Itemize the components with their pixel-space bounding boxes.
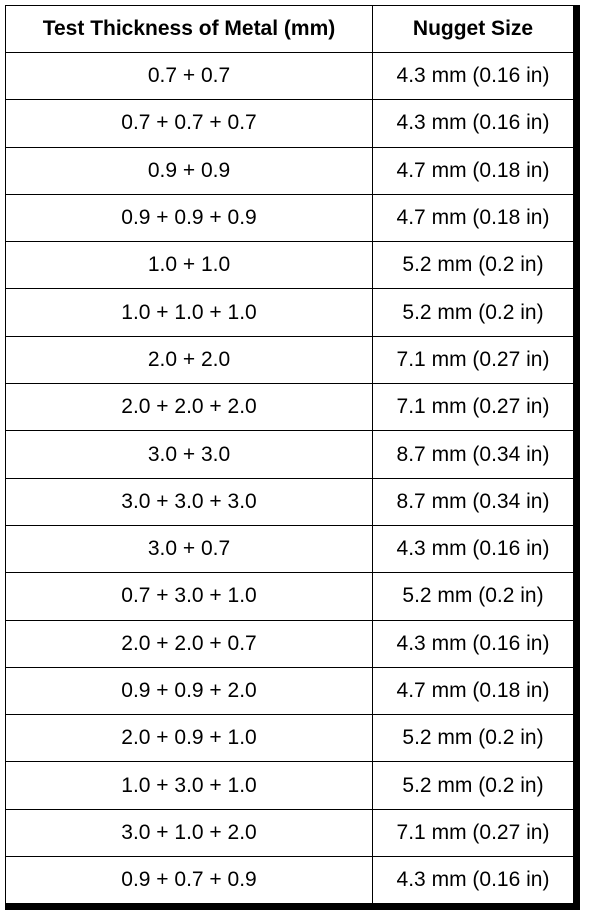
table-cell: 2.0 + 0.9 + 1.0 xyxy=(5,714,373,763)
table-cell: 5.2 mm (0.2 in) xyxy=(372,288,574,337)
table-cell: 2.0 + 2.0 xyxy=(5,335,373,385)
table-row: 1.0 + 1.0 + 1.0 5.2 mm (0.2 in) xyxy=(5,288,574,337)
table-cell: 0.7 + 0.7 xyxy=(5,51,373,101)
column-header: Nugget Size xyxy=(372,5,574,53)
table-row: 1.0 + 1.0 5.2 mm (0.2 in) xyxy=(5,241,574,290)
table-row: 0.9 + 0.7 + 0.9 4.3 mm (0.16 in) xyxy=(5,856,574,905)
table-row: 0.9 + 0.9 + 2.0 4.7 mm (0.18 in) xyxy=(5,666,574,716)
table-cell: 1.0 + 1.0 xyxy=(5,241,373,290)
table-cell: 4.7 mm (0.18 in) xyxy=(372,146,574,195)
table-cell: 7.1 mm (0.27 in) xyxy=(372,808,574,858)
table-row: 3.0 + 3.0 8.7 mm (0.34 in) xyxy=(5,430,574,479)
table-cell: 3.0 + 1.0 + 2.0 xyxy=(5,808,373,858)
table-row: 2.0 + 2.0 7.1 mm (0.27 in) xyxy=(5,335,574,385)
table-row: 3.0 + 3.0 + 3.0 8.7 mm (0.34 in) xyxy=(5,477,574,526)
table-cell: 3.0 + 3.0 xyxy=(5,430,373,479)
table-row: 3.0 + 0.7 4.3 mm (0.16 in) xyxy=(5,524,574,574)
table-cell: 0.9 + 0.9 xyxy=(5,146,373,195)
table-row: 3.0 + 1.0 + 2.0 7.1 mm (0.27 in) xyxy=(5,808,574,858)
table-cell: 2.0 + 2.0 + 2.0 xyxy=(5,383,373,432)
table-cell: 4.7 mm (0.18 in) xyxy=(372,666,574,716)
table-cell: 4.3 mm (0.16 in) xyxy=(372,619,574,668)
table-cell: 5.2 mm (0.2 in) xyxy=(372,241,574,290)
header-row: Test Thickness of Metal (mm) Nugget Size xyxy=(5,5,574,53)
table-cell: 0.9 + 0.9 + 0.9 xyxy=(5,193,373,243)
table-cell: 8.7 mm (0.34 in) xyxy=(372,430,574,479)
column-header: Test Thickness of Metal (mm) xyxy=(5,5,373,53)
table-cell: 4.3 mm (0.16 in) xyxy=(372,99,574,148)
table-cell: 0.7 + 0.7 + 0.7 xyxy=(5,99,373,148)
table-row: 0.9 + 0.9 4.7 mm (0.18 in) xyxy=(5,146,574,195)
table-cell: 4.3 mm (0.16 in) xyxy=(372,51,574,101)
table-cell: 3.0 + 0.7 xyxy=(5,524,373,574)
table-row: 1.0 + 3.0 + 1.0 5.2 mm (0.2 in) xyxy=(5,761,574,810)
table-cell: 4.3 mm (0.16 in) xyxy=(372,856,574,905)
table-cell: 2.0 + 2.0 + 0.7 xyxy=(5,619,373,668)
table-cell: 5.2 mm (0.2 in) xyxy=(372,761,574,810)
table-cell: 1.0 + 3.0 + 1.0 xyxy=(5,761,373,810)
table-row: 0.7 + 3.0 + 1.0 5.2 mm (0.2 in) xyxy=(5,572,574,621)
table-cell: 5.2 mm (0.2 in) xyxy=(372,714,574,763)
table-row: 2.0 + 0.9 + 1.0 5.2 mm (0.2 in) xyxy=(5,714,574,763)
table-body: 0.7 + 0.7 4.3 mm (0.16 in) 0.7 + 0.7 + 0.7… xyxy=(5,51,574,905)
table-row: 0.7 + 0.7 4.3 mm (0.16 in) xyxy=(5,51,574,101)
table-row: 0.9 + 0.9 + 0.9 4.7 mm (0.18 in) xyxy=(5,193,574,243)
table-cell: 5.2 mm (0.2 in) xyxy=(372,572,574,621)
table-cell: 7.1 mm (0.27 in) xyxy=(372,335,574,385)
table-cell: 0.9 + 0.9 + 2.0 xyxy=(5,666,373,716)
table-frame: Test Thickness of Metal (mm) Nugget Size … xyxy=(5,5,580,911)
table-cell: 0.7 + 3.0 + 1.0 xyxy=(5,572,373,621)
table-row: 2.0 + 2.0 + 2.0 7.1 mm (0.27 in) xyxy=(5,383,574,432)
table-cell: 4.3 mm (0.16 in) xyxy=(372,524,574,574)
table-cell: 3.0 + 3.0 + 3.0 xyxy=(5,477,373,526)
table-cell: 1.0 + 1.0 + 1.0 xyxy=(5,288,373,337)
table-header: Test Thickness of Metal (mm) Nugget Size xyxy=(5,5,574,53)
table-row: 2.0 + 2.0 + 0.7 4.3 mm (0.16 in) xyxy=(5,619,574,668)
table-cell: 8.7 mm (0.34 in) xyxy=(372,477,574,526)
table-cell: 7.1 mm (0.27 in) xyxy=(372,383,574,432)
table-cell: 4.7 mm (0.18 in) xyxy=(372,193,574,243)
table-cell: 0.9 + 0.7 + 0.9 xyxy=(5,856,373,905)
nugget-table: Test Thickness of Metal (mm) Nugget Size … xyxy=(5,5,574,905)
table-row: 0.7 + 0.7 + 0.7 4.3 mm (0.16 in) xyxy=(5,99,574,148)
